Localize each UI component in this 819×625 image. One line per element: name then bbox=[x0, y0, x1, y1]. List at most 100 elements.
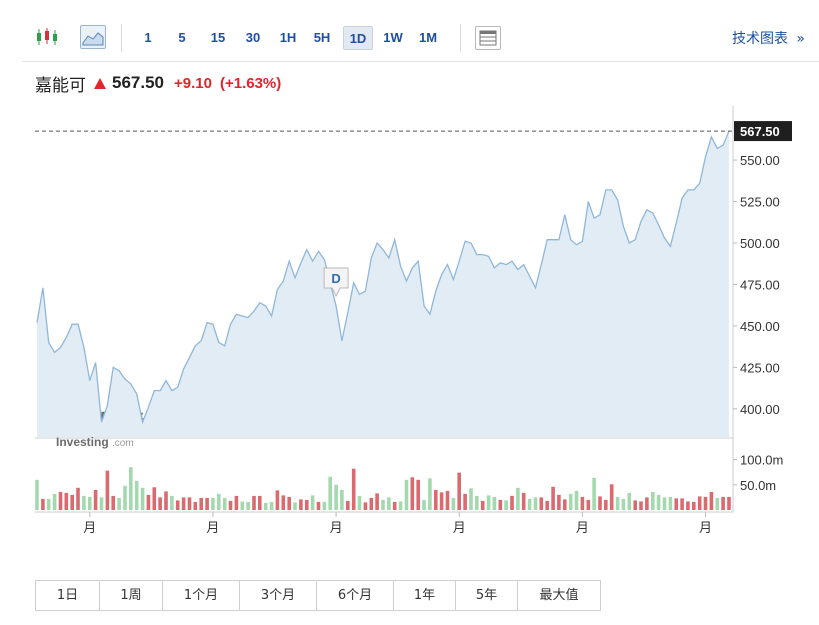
volume-bar bbox=[580, 496, 585, 510]
volume-bar bbox=[692, 501, 696, 510]
time-axis-label: 月 bbox=[453, 521, 466, 536]
toolbar-divider bbox=[121, 24, 122, 52]
volume-bar bbox=[193, 501, 198, 510]
volume-bar bbox=[703, 496, 708, 510]
volume-bar bbox=[422, 499, 426, 510]
timeframe-5h-button[interactable]: 5H bbox=[313, 30, 331, 45]
candlestick-chart-icon[interactable] bbox=[34, 25, 60, 49]
volume-bar bbox=[275, 490, 280, 510]
timeframe-1m-button[interactable]: 1M bbox=[418, 30, 438, 45]
volume-bar bbox=[293, 502, 297, 510]
range-1m-button[interactable]: 1个月 bbox=[162, 581, 239, 610]
volume-bar bbox=[475, 495, 479, 510]
time-axis-label: 月 bbox=[83, 521, 96, 536]
volume-bar bbox=[727, 496, 731, 510]
volume-bar bbox=[604, 499, 608, 510]
volume-bar bbox=[516, 487, 520, 510]
volume-bar bbox=[721, 496, 725, 510]
volume-bar bbox=[46, 498, 51, 510]
volume-bar bbox=[164, 491, 168, 510]
volume-bar bbox=[234, 495, 239, 510]
volume-bar bbox=[363, 502, 368, 510]
volume-bar bbox=[346, 500, 350, 510]
volume-bar bbox=[674, 498, 678, 510]
volume-bar bbox=[252, 495, 256, 510]
volume-bar bbox=[668, 496, 673, 510]
volume-bar bbox=[451, 497, 456, 510]
range-6m-button[interactable]: 6个月 bbox=[316, 581, 393, 610]
range-max-button[interactable]: 最大值 bbox=[517, 581, 600, 610]
volume-bar bbox=[199, 497, 203, 510]
volume-bar bbox=[240, 501, 245, 510]
range-1d-button[interactable]: 1日 bbox=[56, 588, 79, 603]
range-3m-button[interactable]: 3个月 bbox=[239, 581, 316, 610]
timeframe-1d-button[interactable]: 1D bbox=[343, 26, 373, 50]
volume-bar bbox=[88, 496, 92, 510]
volume-bar bbox=[263, 502, 268, 510]
volume-bar bbox=[398, 501, 403, 510]
volume-bar bbox=[686, 501, 690, 510]
volume-bar bbox=[310, 495, 315, 510]
technical-chart-link[interactable]: 技术图表 » bbox=[732, 28, 805, 48]
volume-bar bbox=[545, 500, 549, 510]
volume-bar bbox=[621, 498, 626, 510]
price-change-percent: (+1.63%) bbox=[219, 74, 282, 92]
volume-bar bbox=[680, 498, 684, 510]
volume-bar bbox=[35, 479, 39, 510]
event-marker: D bbox=[323, 267, 349, 298]
volume-bar bbox=[551, 486, 555, 510]
volume-bar bbox=[369, 497, 374, 510]
price-chart[interactable]: 英为财情Investing.com550.00525.00500.00475.0… bbox=[0, 0, 819, 575]
price-axis-label: 475.00 bbox=[740, 277, 780, 292]
price-axis-label: 450.00 bbox=[740, 319, 780, 334]
instrument-name: 嘉能可 bbox=[35, 75, 86, 96]
volume-bar bbox=[305, 499, 309, 510]
volume-bar bbox=[105, 470, 110, 510]
range-1y-button[interactable]: 1年 bbox=[393, 581, 455, 610]
area-chart-icon[interactable] bbox=[80, 25, 106, 49]
volume-bar bbox=[93, 489, 98, 510]
volume-bar bbox=[117, 497, 121, 510]
volume-bar bbox=[351, 468, 356, 510]
volume-bar bbox=[592, 477, 596, 510]
volume-bar bbox=[486, 495, 491, 510]
table-view-icon[interactable] bbox=[475, 26, 501, 50]
price-axis-label: 400.00 bbox=[740, 402, 780, 417]
toolbar-divider bbox=[460, 24, 461, 52]
volume-bar bbox=[357, 495, 362, 510]
range-5y-button[interactable]: 5年 bbox=[455, 581, 517, 610]
volume-bar bbox=[316, 501, 321, 510]
price-line bbox=[36, 130, 730, 425]
volume-bar bbox=[181, 497, 186, 510]
price-axis-label: 425.00 bbox=[740, 360, 780, 375]
timeframe-1-button[interactable]: 1 bbox=[144, 30, 152, 45]
timeframe-1h-button[interactable]: 1H bbox=[279, 30, 297, 45]
volume-bar bbox=[410, 477, 415, 510]
volume-bar bbox=[187, 497, 192, 510]
volume-bar bbox=[170, 495, 174, 510]
volume-bar bbox=[41, 498, 45, 510]
chevron-right-icon: » bbox=[796, 31, 805, 47]
price-axis-label: 550.00 bbox=[740, 153, 780, 168]
last-price: 567.50 bbox=[112, 73, 164, 92]
timeframe-5-button[interactable]: 5 bbox=[178, 30, 186, 45]
timeframe-1w-button[interactable]: 1W bbox=[383, 30, 403, 45]
range-selector: 1日 1周 1个月 3个月 6个月 1年 5年 最大值 bbox=[35, 580, 601, 611]
volume-bar bbox=[258, 495, 262, 510]
volume-bar bbox=[299, 499, 303, 510]
price-axis-label: 525.00 bbox=[740, 195, 780, 210]
price-axis-label: 500.00 bbox=[740, 236, 780, 251]
volume-bar bbox=[99, 497, 104, 510]
price-area-fill bbox=[37, 131, 729, 437]
time-axis-label: 月 bbox=[576, 521, 589, 536]
volume-bar bbox=[64, 492, 69, 510]
timeframe-30-button[interactable]: 30 bbox=[245, 30, 261, 45]
volume-bar bbox=[129, 467, 133, 510]
volume-bar bbox=[539, 497, 544, 510]
volume-bar bbox=[480, 500, 485, 510]
range-1w-button[interactable]: 1周 bbox=[99, 581, 162, 610]
volume-bar bbox=[111, 495, 115, 510]
volume-bar bbox=[521, 492, 526, 510]
volume-bar bbox=[211, 497, 215, 510]
timeframe-15-button[interactable]: 15 bbox=[210, 30, 226, 45]
